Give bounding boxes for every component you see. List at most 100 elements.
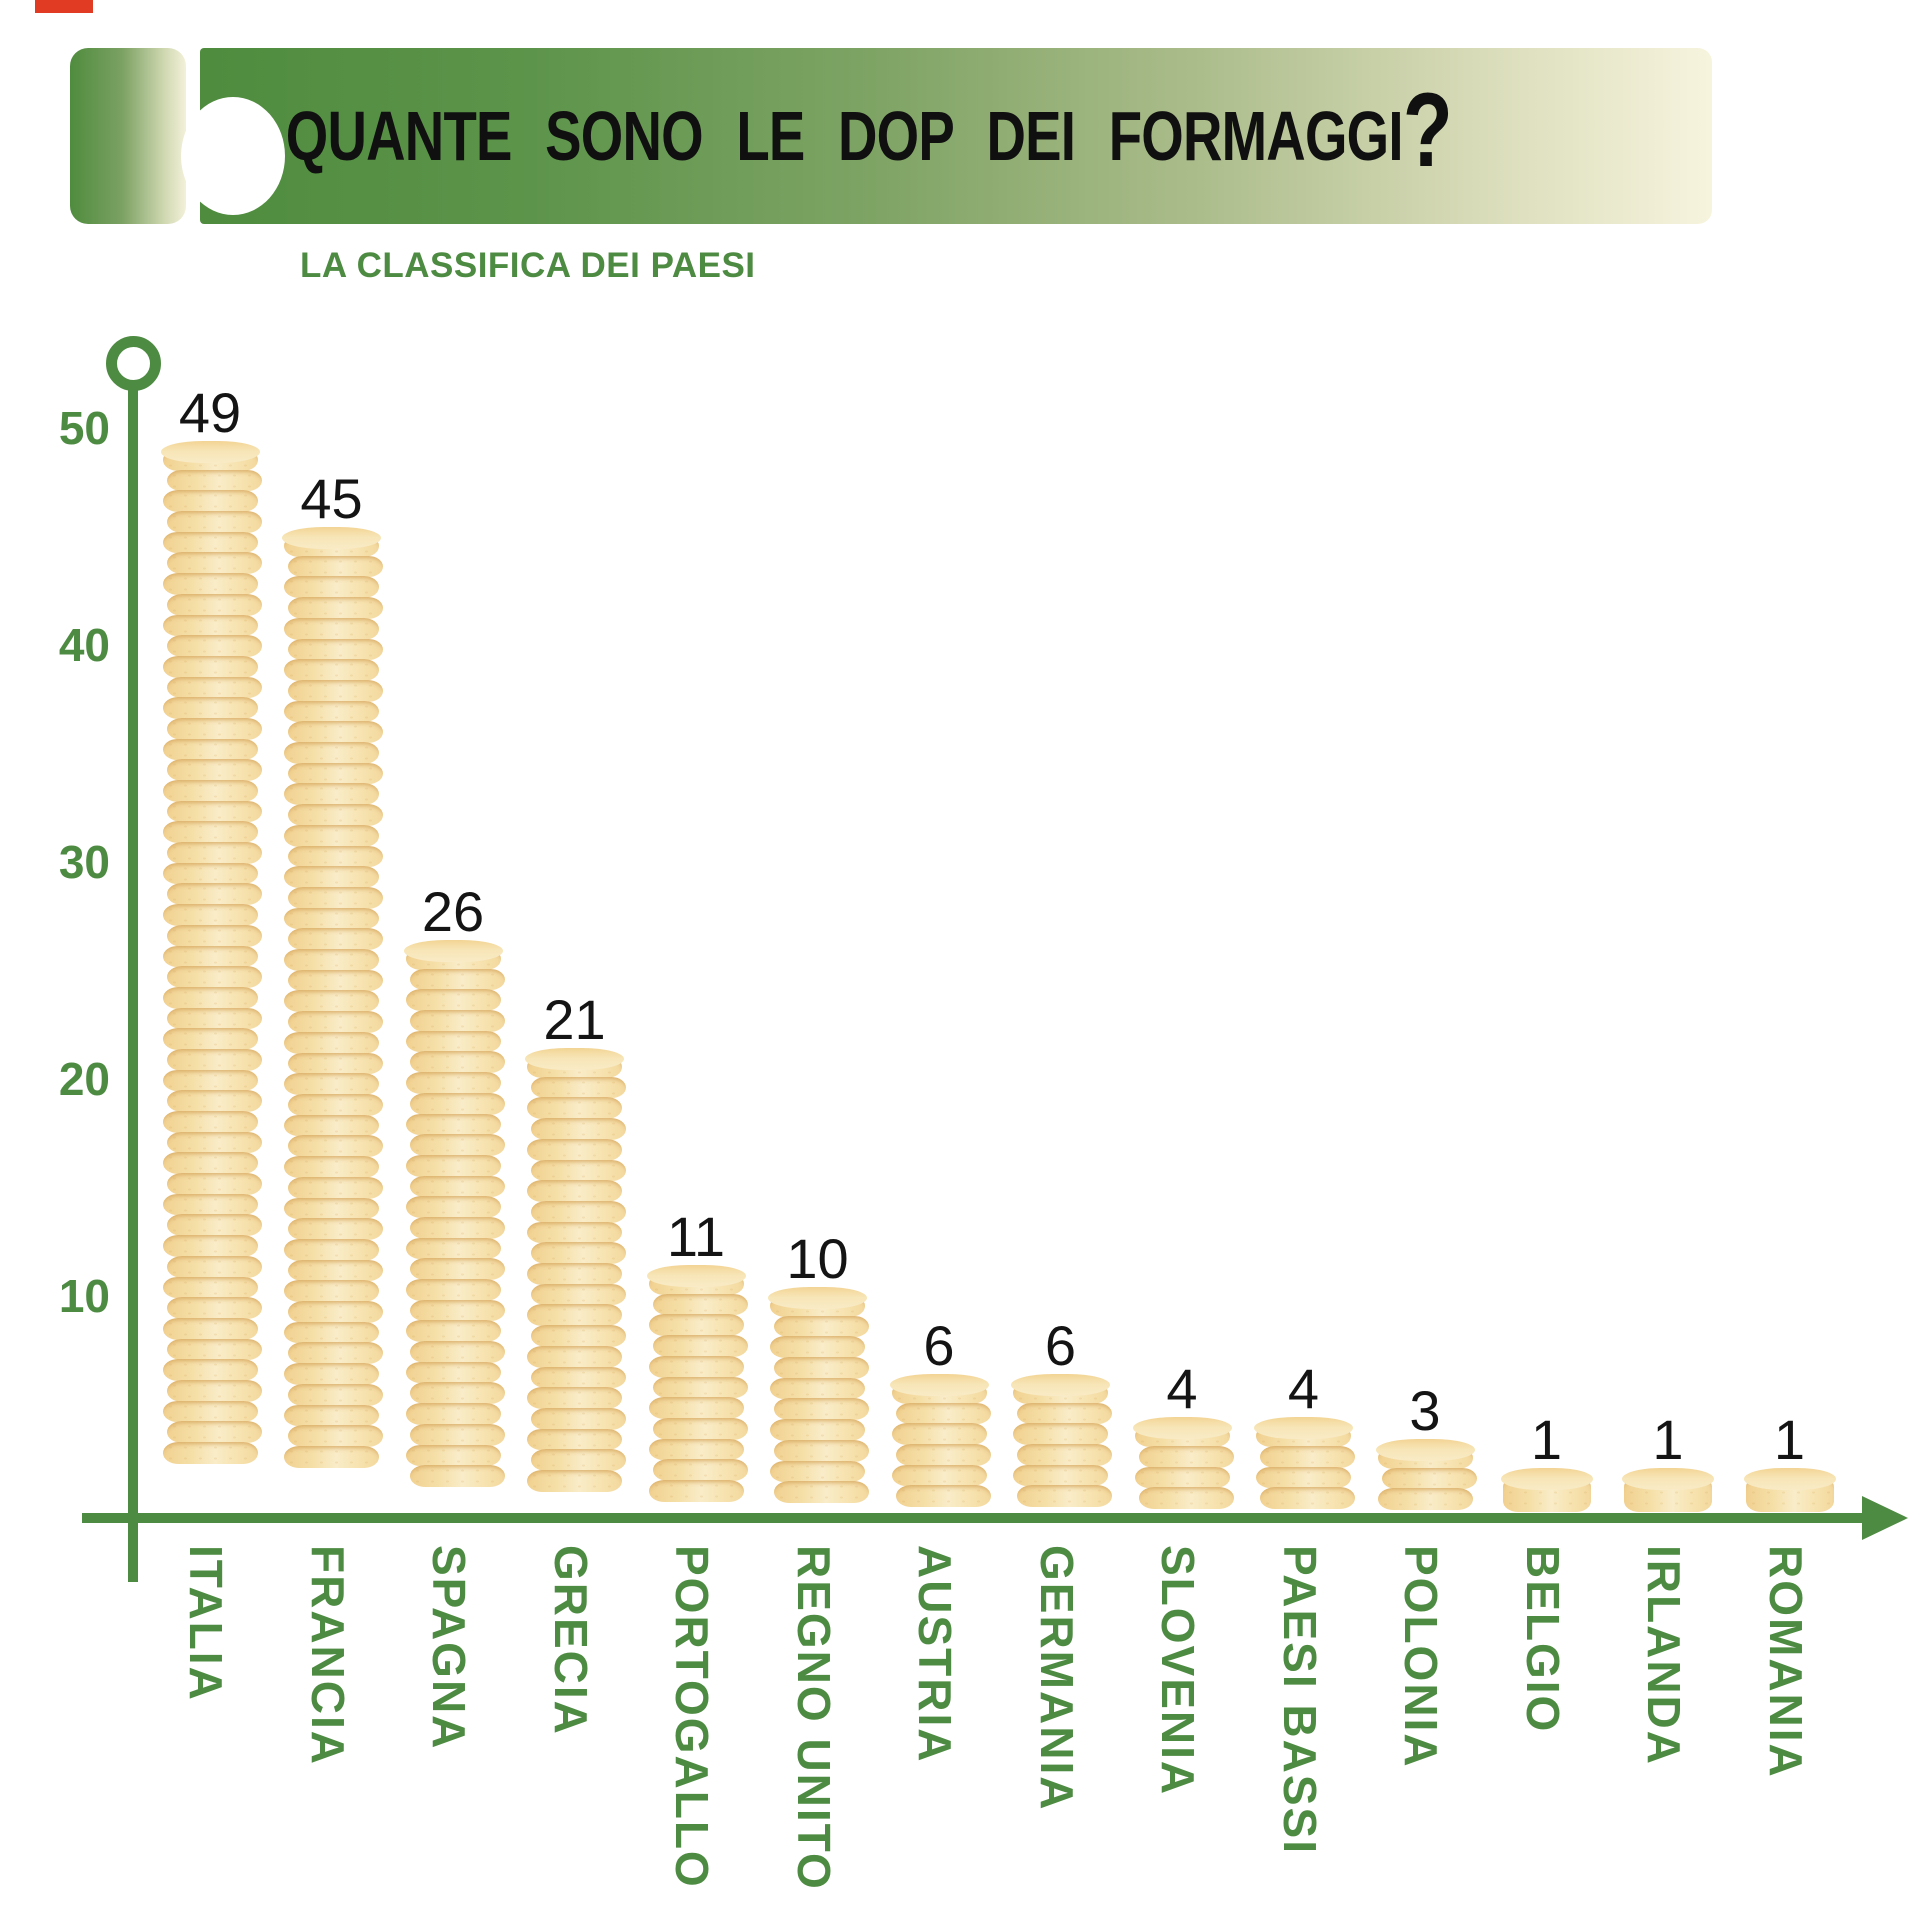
cheese-wheel-icon xyxy=(288,1093,383,1116)
cheese-wheel-icon xyxy=(166,1338,262,1361)
cheese-wheel-icon xyxy=(166,1297,262,1319)
y-axis-top-ring xyxy=(106,336,161,391)
cheese-wheel-icon xyxy=(288,762,383,785)
cheese-wheel-icon xyxy=(891,1464,987,1487)
cheese-wheel-icon xyxy=(284,1280,379,1303)
cheese-wheel-icon xyxy=(770,1460,865,1483)
x-axis-label-regno-unito: REGNO UNITO xyxy=(787,1545,840,1891)
cheese-wheel-icon xyxy=(284,742,379,764)
cheese-wheel-icon xyxy=(166,924,262,947)
cheese-wheel-icon xyxy=(527,1470,622,1492)
cheese-wheel-icon xyxy=(409,1423,505,1446)
cheese-wheel-icon xyxy=(1017,1485,1112,1507)
cheese-wheel-icon xyxy=(648,1480,744,1502)
y-tick-label-50: 50 xyxy=(58,402,110,454)
cheese-wheel-icon xyxy=(652,1293,748,1316)
bar-paesi-bassi xyxy=(1254,1417,1355,1513)
cheese-wheel-icon xyxy=(409,1216,505,1239)
cheese-wheel-icon xyxy=(162,986,258,1009)
cheese-wheel-icon xyxy=(774,1481,869,1503)
cheese-wheel-icon xyxy=(774,1439,869,1462)
banner-circle-decoration xyxy=(181,97,285,215)
cheese-wheel-icon xyxy=(527,1138,622,1161)
cheese-wheel-top-icon xyxy=(1375,1439,1475,1461)
cheese-wheel-icon xyxy=(770,1377,865,1400)
cheese-wheel-top-icon xyxy=(1500,1468,1593,1490)
cheese-wheel-icon xyxy=(405,1320,501,1343)
bar-francia xyxy=(282,527,383,1513)
cheese-wheel-icon xyxy=(284,1031,379,1054)
cheese-wheel-icon xyxy=(288,1176,383,1199)
corner-mark xyxy=(35,0,93,13)
cheese-wheel-icon xyxy=(284,1321,379,1344)
cheese-wheel-icon xyxy=(409,1341,505,1363)
bar-portogallo xyxy=(646,1265,748,1513)
cheese-wheel-icon xyxy=(162,573,258,595)
cheese-wheel-icon xyxy=(284,1363,379,1385)
cheese-wheel-icon xyxy=(162,614,258,637)
cheese-wheel-icon xyxy=(162,821,258,844)
cheese-wheel-icon xyxy=(774,1357,869,1379)
bar-value-label: 6 xyxy=(1044,1314,1077,1377)
cheese-wheel-icon xyxy=(531,1118,626,1140)
title-text: QUANTE SONO LE DOP DEI FORMAGGI xyxy=(285,97,1404,175)
cheese-wheel-icon xyxy=(166,1048,262,1071)
cheese-wheel-top-icon xyxy=(282,527,381,549)
cheese-wheel-icon xyxy=(162,1442,258,1464)
cheese-wheel-icon xyxy=(166,966,262,988)
cheese-wheel-icon xyxy=(409,968,505,991)
cheese-wheel-icon xyxy=(166,759,262,781)
cheese-wheel-icon xyxy=(162,1276,258,1299)
cheese-wheel-icon xyxy=(409,1465,505,1487)
y-tick-label-10: 10 xyxy=(58,1270,110,1322)
cheese-wheel-icon xyxy=(288,679,383,702)
bar-italia xyxy=(160,441,262,1513)
x-axis-label-irlanda: IRLANDA xyxy=(1638,1545,1690,1766)
cheese-wheel-icon xyxy=(162,655,258,678)
cheese-wheel-icon xyxy=(405,1361,501,1384)
cheese-wheel-icon xyxy=(284,824,379,847)
x-axis-label-polonia: POLONIA xyxy=(1395,1545,1447,1769)
x-axis-label-spagna: SPAGNA xyxy=(423,1545,475,1751)
cheese-wheel-icon xyxy=(1256,1466,1351,1489)
x-axis-label-grecia: GRECIA xyxy=(544,1545,597,1736)
cheese-wheel-icon xyxy=(409,1134,505,1156)
cheese-wheel-icon xyxy=(770,1336,865,1359)
cheese-wheel-icon xyxy=(770,1419,865,1441)
cheese-wheel-icon xyxy=(405,1237,501,1260)
cheese-wheel-top-icon xyxy=(403,940,503,962)
cheese-wheel-icon xyxy=(288,721,383,744)
cheese-wheel-icon xyxy=(405,1444,501,1467)
x-axis-label-paesi-bassi: PAESI BASSI xyxy=(1273,1545,1326,1855)
cheese-wheel-icon xyxy=(409,1299,505,1322)
cheese-wheel-icon xyxy=(162,697,258,719)
cheese-wheel-icon xyxy=(288,1052,383,1075)
cheese-wheel-icon xyxy=(162,1193,258,1216)
cheese-wheel-icon xyxy=(166,1090,262,1112)
cheese-wheel-icon xyxy=(652,1376,748,1399)
cheese-wheel-icon xyxy=(405,989,501,1012)
cheese-wheel-icon xyxy=(531,1449,626,1472)
cheese-wheel-icon xyxy=(288,1383,383,1406)
cheese-wheel-icon xyxy=(284,866,379,888)
cheese-wheel-top-icon xyxy=(889,1374,989,1396)
cheese-wheel-top-icon xyxy=(1622,1468,1714,1490)
cheese-wheel-top-icon xyxy=(1132,1417,1232,1439)
cheese-wheel-icon xyxy=(405,1113,501,1136)
title-question-mark: ? xyxy=(1402,72,1453,189)
cheese-wheel-icon xyxy=(1013,1464,1108,1487)
cheese-wheel-icon xyxy=(1013,1423,1108,1445)
cheese-wheel-icon xyxy=(1260,1445,1355,1468)
cheese-wheel-icon xyxy=(405,1154,501,1177)
cheese-wheel-icon xyxy=(527,1345,622,1368)
bar-value-label: 45 xyxy=(300,467,363,530)
cheese-wheel-icon xyxy=(166,1214,262,1237)
cheese-wheel-top-icon xyxy=(160,441,260,463)
cheese-wheel-icon xyxy=(166,552,262,575)
cheese-wheel-icon xyxy=(891,1423,987,1445)
x-axis-label-francia: FRANCIA xyxy=(301,1545,354,1766)
x-axis-label-portogallo: PORTOGALLO xyxy=(666,1545,718,1889)
cheese-wheel-icon xyxy=(166,1131,262,1154)
cheese-wheel-icon xyxy=(284,1404,379,1427)
cheese-wheel-icon xyxy=(162,1111,258,1133)
